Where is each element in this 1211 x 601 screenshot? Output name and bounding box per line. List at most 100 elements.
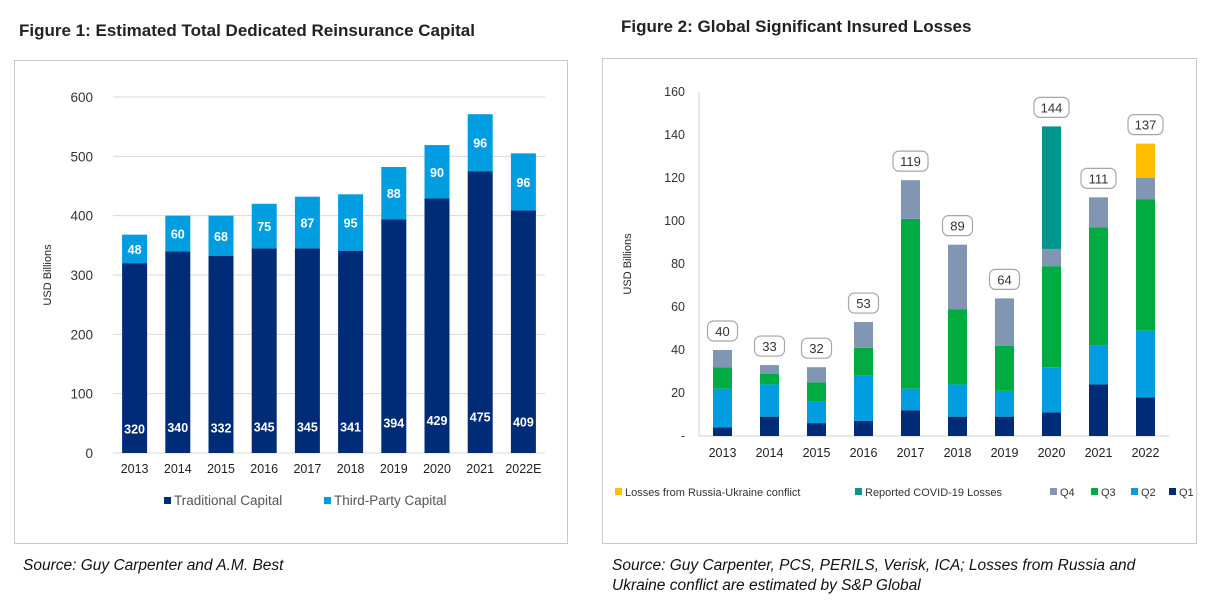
bar-traditional-capital-2015 <box>208 256 234 453</box>
bar-third-party-capital-2021 <box>467 114 493 172</box>
reinsurance-capital-chart: 0 100 200 300 400 500 600 USD Billions 320 48 2013… <box>42 90 545 508</box>
data-label-traditional-capital-2018: 341 <box>340 421 361 435</box>
x-tick-label: 2014 <box>756 446 784 460</box>
legend-swatch-third-party-capital <box>324 497 331 504</box>
total-label-2017: 119 <box>900 154 921 169</box>
y-tick-label: 80 <box>671 257 685 271</box>
total-label-2016: 53 <box>856 296 870 311</box>
y-axis-title: USD Billions <box>42 244 54 306</box>
total-callout-box-2019 <box>988 268 1021 290</box>
data-label-third-party-capital-2020: 90 <box>430 166 444 180</box>
x-tick-label: 2015 <box>803 446 831 460</box>
bar-q2-2022 <box>1136 330 1155 398</box>
x-tick-label: 2018 <box>944 446 972 460</box>
legend-swatch-q1 <box>1169 488 1176 495</box>
bar-q4-2019 <box>995 298 1014 346</box>
data-label-third-party-capital-2017: 87 <box>300 216 314 230</box>
legend-swatch-q2 <box>1131 488 1138 495</box>
x-tick-label: 2017 <box>897 446 925 460</box>
bar-q3-2016 <box>854 347 873 376</box>
bar-q4-2015 <box>807 367 826 383</box>
legend-label-q4: Q4 <box>1060 487 1075 499</box>
figure2-source: Source: Guy Carpenter, PCS, PERILS, Veri… <box>612 557 1136 594</box>
total-callout-box-2018 <box>941 215 974 237</box>
x-tick-label: 2016 <box>850 446 878 460</box>
bar-q3-2019 <box>995 345 1014 391</box>
bar-q3-2020 <box>1042 266 1061 368</box>
total-label-2014: 33 <box>762 339 776 354</box>
data-label-third-party-capital-2019: 88 <box>387 187 401 201</box>
y-tick-label: 60 <box>671 300 685 314</box>
bar-q1-2017 <box>901 410 920 436</box>
bar-traditional-capital-2020 <box>424 198 450 453</box>
total-callout-box-2020 <box>1033 96 1070 119</box>
bar-q4-2021 <box>1089 197 1108 228</box>
bar-q1-2015 <box>807 423 826 436</box>
figure1-title: Figure 1: Estimated Total Dedicated Rein… <box>19 21 475 40</box>
legend-swatch-q3 <box>1091 488 1098 495</box>
y-tick-label: 140 <box>664 128 685 142</box>
x-tick-label: 2022 <box>1132 446 1160 460</box>
bar-q1-2018 <box>948 416 967 436</box>
bar-q3-2013 <box>713 367 732 389</box>
y-tick-label: 200 <box>70 327 93 342</box>
x-tick-label: 2017 <box>293 462 321 476</box>
bar-traditional-capital-2016 <box>251 248 277 453</box>
data-label-traditional-capital-2022E: 409 <box>513 415 534 429</box>
bar-traditional-capital-2017 <box>294 248 320 453</box>
legend-label-losses-from-russia-ukraine-conflict: Losses from Russia-Ukraine conflict <box>625 487 800 499</box>
bar-third-party-capital-2013 <box>122 234 148 264</box>
bar-q1-2013 <box>713 427 732 436</box>
bar-third-party-capital-2017 <box>294 196 320 249</box>
figure2-title: Figure 2: Global Significant Insured Los… <box>621 17 972 36</box>
bar-q3-2017 <box>901 218 920 389</box>
bar-third-party-capital-2022E <box>510 153 536 211</box>
bar-q1-2014 <box>760 416 779 436</box>
figure1-source: Source: Guy Carpenter and A.M. Best <box>23 557 284 574</box>
total-label-2015: 32 <box>809 341 823 356</box>
y-tick-label: 160 <box>664 85 685 99</box>
bar-third-party-capital-2014 <box>165 215 191 252</box>
data-label-traditional-capital-2019: 394 <box>383 417 404 431</box>
data-label-third-party-capital-2016: 75 <box>257 220 271 234</box>
bar-q4-2013 <box>713 350 732 368</box>
total-callout-box-2017 <box>892 150 929 172</box>
figure1-frame: 0 100 200 300 400 500 600 USD Billions 320 48 2013… <box>14 60 568 544</box>
y-tick-label: 500 <box>70 149 93 164</box>
legend-swatch-q4 <box>1050 488 1057 495</box>
x-tick-label: 2014 <box>164 462 192 476</box>
legend-swatch-losses-from-russia-ukraine-conflict <box>615 488 622 495</box>
total-callout-box-2014 <box>753 335 786 357</box>
bar-q1-2022 <box>1136 397 1155 436</box>
x-tick-label: 2016 <box>250 462 278 476</box>
bar-third-party-capital-2016 <box>251 203 277 249</box>
bar-third-party-capital-2019 <box>381 167 407 220</box>
bar-traditional-capital-2018 <box>338 250 364 453</box>
y-tick-label: 600 <box>70 90 93 105</box>
bar-reported-covid-19-losses-2020 <box>1042 126 1061 249</box>
total-label-2021: 111 <box>1089 171 1109 186</box>
total-callout-box-2013 <box>706 320 739 342</box>
bar-q2-2020 <box>1042 367 1061 413</box>
bar-q2-2017 <box>901 388 920 411</box>
bar-third-party-capital-2020 <box>424 145 450 199</box>
x-tick-label: 2022E <box>505 462 541 476</box>
total-callout-box-2015 <box>800 337 833 359</box>
legend-swatch-reported-covid-19-losses <box>855 488 862 495</box>
x-tick-label: 2020 <box>423 462 451 476</box>
bar-third-party-capital-2015 <box>208 215 234 257</box>
bar-traditional-capital-2019 <box>381 219 407 453</box>
x-tick-label: 2015 <box>207 462 235 476</box>
data-label-third-party-capital-2018: 95 <box>344 216 358 230</box>
y-tick-label: 100 <box>70 387 93 402</box>
bar-q4-2014 <box>760 365 779 374</box>
bar-q4-2016 <box>854 322 873 348</box>
x-tick-label: 2021 <box>466 462 494 476</box>
bar-q2-2018 <box>948 384 967 417</box>
bar-q3-2021 <box>1089 227 1108 346</box>
data-label-traditional-capital-2020: 429 <box>427 414 448 428</box>
y-tick-label: 20 <box>671 386 685 400</box>
bar-traditional-capital-2021 <box>467 171 493 453</box>
x-tick-label: 2013 <box>709 446 737 460</box>
bar-q2-2021 <box>1089 345 1108 385</box>
